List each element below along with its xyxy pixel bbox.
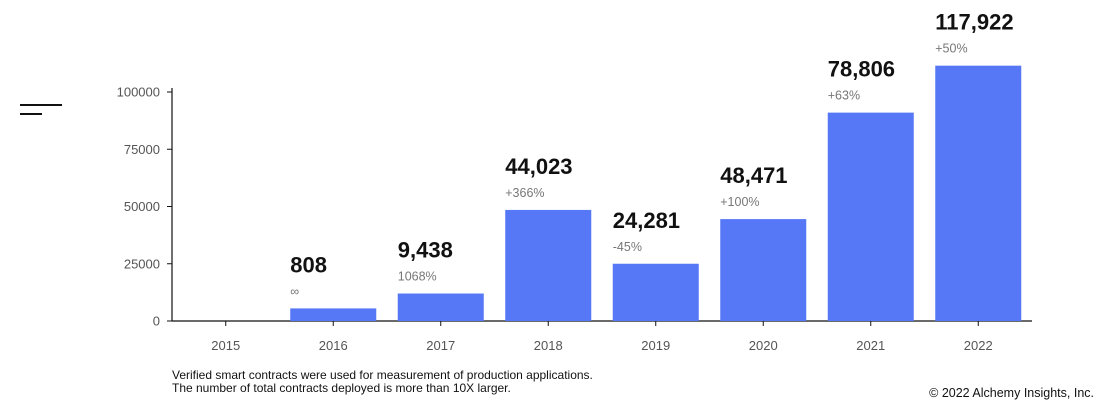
bar <box>505 209 592 321</box>
bar <box>720 219 807 321</box>
data-label: 78,806 <box>828 57 895 82</box>
footnote: Verified smart contracts were used for m… <box>172 369 593 395</box>
y-tick-label: 0 <box>153 314 160 329</box>
data-label: 9,438 <box>398 238 453 263</box>
copyright-notice: © 2022 Alchemy Insights, Inc. <box>929 386 1094 400</box>
change-label: +50% <box>935 42 967 56</box>
x-tick-label: 2017 <box>426 338 455 353</box>
change-label: +63% <box>828 89 860 103</box>
bar <box>827 112 914 321</box>
change-label: +366% <box>505 186 544 200</box>
footnote-line-2: The number of total contracts deployed i… <box>172 381 511 395</box>
bar <box>612 263 699 321</box>
bar <box>397 293 484 321</box>
x-tick-label: 2015 <box>211 338 240 353</box>
x-tick-label: 2016 <box>319 338 348 353</box>
x-tick-label: 2018 <box>534 338 563 353</box>
change-label: 1068% <box>398 270 437 284</box>
y-tick-label: 100000 <box>117 85 160 100</box>
y-tick-label: 25000 <box>124 256 160 271</box>
x-tick-label: 2020 <box>749 338 778 353</box>
data-label: 808 <box>290 252 327 277</box>
data-label: 48,471 <box>720 163 787 188</box>
y-tick-label: 75000 <box>124 142 160 157</box>
data-label: 117,922 <box>935 10 1013 35</box>
data-label: 44,023 <box>505 154 572 179</box>
data-label: 24,281 <box>613 208 680 233</box>
change-label: -45% <box>613 240 642 254</box>
change-label: ∞ <box>290 284 299 298</box>
bar-chart: 0 25000 50000 75000 100000 2015 2016 808 ∞ 2017 9,… <box>117 10 1032 353</box>
menu-lines-icon[interactable] <box>20 104 62 118</box>
bar <box>290 308 377 321</box>
x-tick-label: 2019 <box>641 338 670 353</box>
change-label: +100% <box>720 195 759 209</box>
y-tick-label: 50000 <box>124 199 160 214</box>
x-tick-label: 2021 <box>856 338 885 353</box>
x-tick-label: 2022 <box>964 338 993 353</box>
bar <box>935 65 1022 321</box>
footnote-line-1: Verified smart contracts were used for m… <box>172 368 593 382</box>
